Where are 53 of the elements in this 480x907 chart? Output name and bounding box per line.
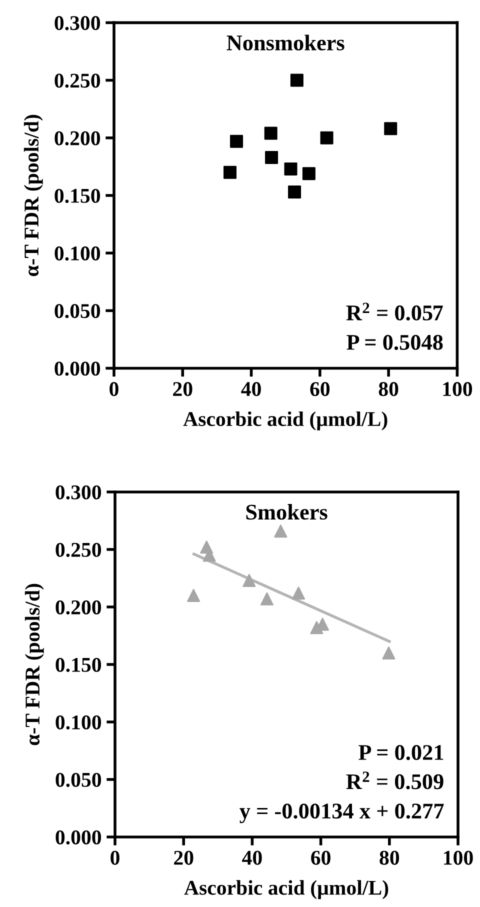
x-tick-label: 0 [110,850,120,865]
y-tick-label: 0.000 [56,830,102,845]
x-tick-label: 40 [242,850,262,865]
x-tick-label: 20 [173,382,192,396]
x-tick-label: 20 [174,850,194,865]
point [288,186,302,199]
point [290,74,304,87]
y-axis-title: α-T FDR (pools/d) [24,114,43,276]
chart-title: Smokers [246,504,328,520]
y-tick-label: 0.000 [54,362,100,376]
point [302,167,316,180]
y-tick-label: 0.100 [54,246,100,261]
y-tick-label: 0.050 [56,772,102,787]
point [242,574,256,588]
point [382,646,396,660]
y-tick-label: 0.300 [56,485,102,500]
annotation: R$^{2}$ = 0.057 [346,302,443,321]
x-tick-label: 60 [310,382,330,396]
x-tick-label: 80 [380,850,400,865]
chart-title: Nonsmokers [226,34,344,50]
y-tick-label: 0.250 [56,542,102,557]
x-axis-title: Ascorbic acid (μmol/L) [184,880,388,900]
point [264,126,278,140]
y-tick-label: 0.200 [56,600,102,614]
annotation: P = 0.5048 [346,334,443,350]
point [274,524,288,538]
x-tick-label: 100 [443,382,472,396]
x-tick-label: 40 [241,382,261,396]
y-tick-label: 0.300 [54,16,100,30]
point [284,162,298,176]
x-tick-label: 60 [311,850,330,865]
point [320,131,334,144]
x-tick-label: 100 [444,850,473,865]
y-tick-label: 0.100 [56,715,102,730]
y-tick-label: 0.200 [54,131,100,146]
annotation: R$^{2}$ = 0.509 [346,772,444,790]
y-tick-label: 0.150 [56,658,102,672]
point [265,150,278,164]
point [230,134,244,148]
point [187,588,200,602]
x-tick-label: 80 [378,382,398,396]
x-tick-label: 0 [110,382,118,396]
y-tick-label: 0.150 [54,188,100,203]
point [292,586,306,600]
point [223,166,237,179]
y-tick-label: 0.050 [54,304,100,318]
annotation: y = -0.00134 x + 0.277 [240,804,444,824]
x-axis-title: Ascorbic acid (μmol/L) [183,411,388,430]
y-axis-title: α-T FDR (pools/d) [24,584,44,746]
point [260,592,274,606]
point [384,122,398,136]
y-tick-label: 0.250 [54,74,100,88]
annotation: P = 0.021 [358,745,444,760]
